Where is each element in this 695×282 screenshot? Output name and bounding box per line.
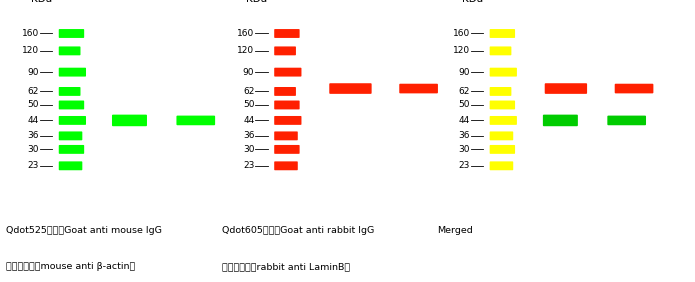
Text: 44: 44 (459, 116, 470, 125)
FancyBboxPatch shape (59, 29, 84, 38)
FancyBboxPatch shape (59, 116, 86, 125)
FancyBboxPatch shape (399, 84, 438, 93)
Text: 23: 23 (459, 161, 470, 170)
Text: 30: 30 (243, 145, 254, 154)
FancyBboxPatch shape (59, 47, 81, 55)
FancyBboxPatch shape (275, 116, 302, 125)
Text: 120: 120 (237, 46, 254, 55)
Text: 90: 90 (243, 68, 254, 77)
FancyBboxPatch shape (275, 145, 300, 154)
FancyBboxPatch shape (490, 161, 513, 170)
FancyBboxPatch shape (59, 131, 82, 140)
Text: KDa: KDa (247, 0, 268, 4)
FancyBboxPatch shape (614, 84, 653, 93)
FancyBboxPatch shape (607, 116, 646, 125)
Text: 62: 62 (459, 87, 470, 96)
Text: 120: 120 (22, 46, 39, 55)
Text: Qdot525标记的Goat anti mouse IgG: Qdot525标记的Goat anti mouse IgG (6, 226, 162, 235)
Text: 44: 44 (28, 116, 39, 125)
Text: LaminB: LaminB (671, 84, 695, 93)
FancyBboxPatch shape (275, 47, 296, 55)
FancyBboxPatch shape (490, 100, 515, 109)
Text: 23: 23 (28, 161, 39, 170)
FancyBboxPatch shape (59, 145, 84, 154)
Text: KDa: KDa (462, 0, 483, 4)
FancyBboxPatch shape (275, 29, 300, 38)
Text: 50: 50 (243, 100, 254, 109)
Text: 36: 36 (243, 131, 254, 140)
Text: 62: 62 (243, 87, 254, 96)
Text: 30: 30 (27, 145, 39, 154)
FancyBboxPatch shape (490, 47, 512, 55)
FancyBboxPatch shape (275, 87, 296, 96)
Text: 36: 36 (458, 131, 470, 140)
FancyBboxPatch shape (59, 100, 84, 109)
FancyBboxPatch shape (490, 68, 517, 77)
Text: 30: 30 (458, 145, 470, 154)
Text: 44: 44 (243, 116, 254, 125)
Text: 23: 23 (243, 161, 254, 170)
Text: 90: 90 (458, 68, 470, 77)
Text: 120: 120 (452, 46, 470, 55)
Text: 50: 50 (458, 100, 470, 109)
FancyBboxPatch shape (490, 116, 517, 125)
Text: 160: 160 (237, 29, 254, 38)
Text: 二抗（一抗：mouse anti β-actin）: 二抗（一抗：mouse anti β-actin） (6, 262, 136, 271)
FancyBboxPatch shape (275, 68, 302, 77)
Text: Qdot605标记的Goat anti rabbit IgG: Qdot605标记的Goat anti rabbit IgG (222, 226, 374, 235)
FancyBboxPatch shape (490, 29, 515, 38)
FancyBboxPatch shape (59, 161, 82, 170)
FancyBboxPatch shape (543, 114, 578, 126)
Text: 36: 36 (27, 131, 39, 140)
FancyBboxPatch shape (490, 87, 512, 96)
FancyBboxPatch shape (112, 114, 147, 126)
FancyBboxPatch shape (177, 116, 215, 125)
FancyBboxPatch shape (275, 131, 297, 140)
Text: β-actin: β-actin (240, 116, 272, 125)
Text: Merged: Merged (437, 226, 473, 235)
Text: β-actin: β-actin (671, 116, 695, 125)
Text: 160: 160 (22, 29, 39, 38)
Text: 62: 62 (28, 87, 39, 96)
FancyBboxPatch shape (59, 87, 81, 96)
Text: 50: 50 (27, 100, 39, 109)
FancyBboxPatch shape (275, 100, 300, 109)
FancyBboxPatch shape (59, 68, 86, 77)
Text: LaminB: LaminB (455, 84, 489, 93)
FancyBboxPatch shape (545, 83, 587, 94)
FancyBboxPatch shape (490, 145, 515, 154)
FancyBboxPatch shape (490, 131, 513, 140)
FancyBboxPatch shape (329, 83, 372, 94)
Text: 90: 90 (27, 68, 39, 77)
Text: 160: 160 (452, 29, 470, 38)
FancyBboxPatch shape (275, 161, 297, 170)
Text: KDa: KDa (31, 0, 52, 4)
Text: 二抗（一抗：rabbit anti LaminB）: 二抗（一抗：rabbit anti LaminB） (222, 262, 350, 271)
